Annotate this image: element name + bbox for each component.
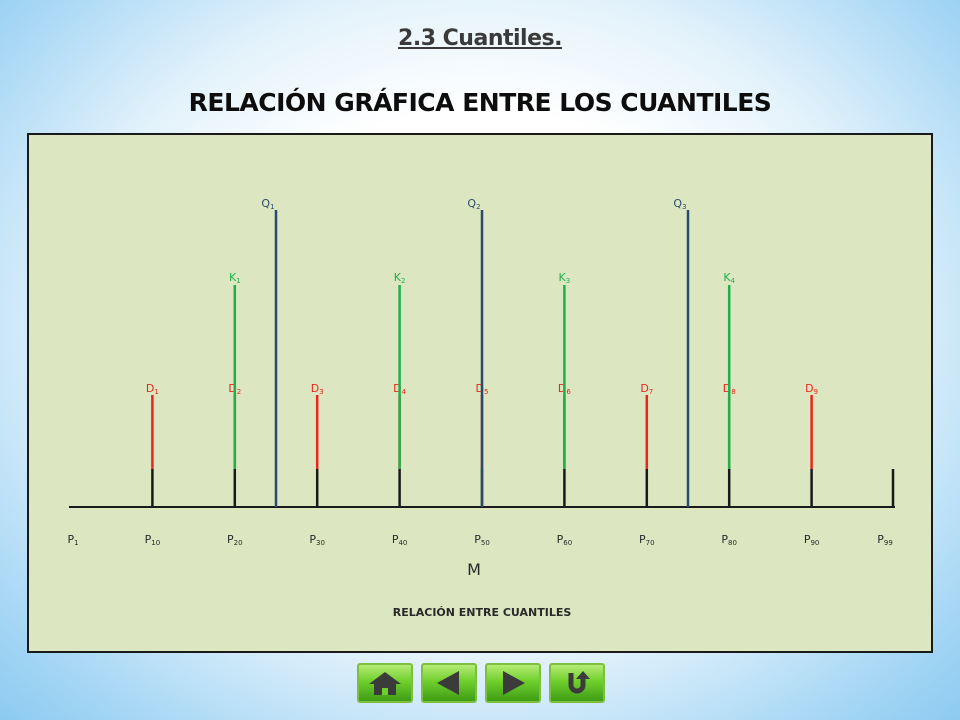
decile-label: D3 — [311, 382, 324, 396]
percentile-label: P80 — [721, 533, 737, 547]
decile-label: D5 — [476, 382, 489, 396]
percentile-label: P10 — [145, 533, 161, 547]
navigation-bar — [357, 663, 605, 703]
home-button[interactable] — [357, 663, 413, 703]
quartile-label: Q2 — [467, 197, 480, 211]
percentile-label: P30 — [309, 533, 325, 547]
arrow-left-icon — [437, 671, 459, 695]
decile-label: D8 — [723, 382, 736, 396]
decile-label: D1 — [146, 382, 159, 396]
quintile-label: K1 — [229, 271, 241, 285]
decile-label: D4 — [393, 382, 406, 396]
percentile-label: P70 — [639, 533, 655, 547]
diagram-caption: RELACIÓN ENTRE CUANTILES — [393, 606, 572, 619]
page-title: RELACIÓN GRÁFICA ENTRE LOS CUANTILES — [188, 88, 772, 117]
arrow-right-icon — [503, 671, 525, 695]
percentile-label: P60 — [557, 533, 573, 547]
quintile-label: K2 — [394, 271, 406, 285]
quintile-label: K4 — [723, 271, 735, 285]
home-icon — [369, 672, 401, 695]
decile-label: D9 — [805, 382, 818, 396]
percentile-label: P40 — [392, 533, 408, 547]
percentile-label: P99 — [877, 533, 893, 547]
median-label: M — [467, 560, 481, 579]
quantile-diagram-panel: D1 D2 D3 D4 D5 D6 D7 D8 D9 K1 K2 K3 K4 Q1 Q2 Q3 P1 P10 P20… — [27, 133, 933, 653]
percentile-label: P20 — [227, 533, 243, 547]
percentile-label: P1 — [67, 533, 78, 547]
percentile-label: P50 — [474, 533, 490, 547]
return-button[interactable] — [549, 663, 605, 703]
back-button[interactable] — [421, 663, 477, 703]
quartile-label: Q1 — [261, 197, 274, 211]
percentile-label: P90 — [804, 533, 820, 547]
decile-label: D7 — [640, 382, 653, 396]
quartile-label: Q3 — [673, 197, 686, 211]
decile-label: D6 — [558, 382, 571, 396]
quintile-label: K3 — [559, 271, 571, 285]
quantile-diagram: D1 D2 D3 D4 D5 D6 D7 D8 D9 K1 K2 K3 K4 Q1 Q2 Q3 P1 P10 P20… — [67, 197, 895, 619]
return-icon — [568, 671, 590, 694]
forward-button[interactable] — [485, 663, 541, 703]
decile-label: D2 — [228, 382, 241, 396]
section-title: 2.3 Cuantiles. — [398, 26, 562, 51]
